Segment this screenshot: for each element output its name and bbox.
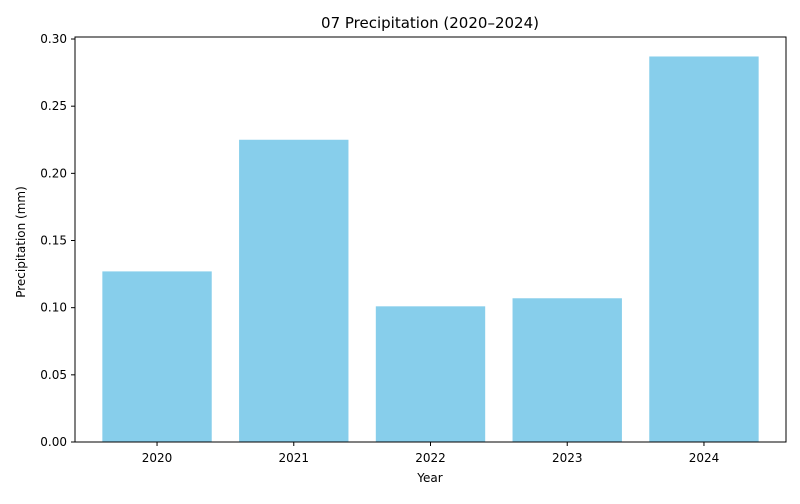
y-tick-label: 0.30 [40, 32, 67, 46]
x-tick-label: 2021 [278, 451, 309, 465]
chart-title: 07 Precipitation (2020–2024) [321, 14, 539, 32]
bar-2020 [102, 271, 212, 442]
y-axis-label: Precipitation (mm) [14, 186, 28, 298]
bar-2021 [239, 139, 349, 442]
y-tick-label: 0.00 [40, 435, 67, 449]
x-axis-label: Year [416, 471, 442, 485]
bar-2024 [649, 56, 759, 442]
y-tick-label: 0.05 [40, 368, 67, 382]
y-tick-label: 0.10 [40, 301, 67, 315]
y-tick-label: 0.25 [40, 99, 67, 113]
bar-2022 [375, 306, 486, 442]
x-tick-label: 2022 [415, 451, 446, 465]
x-tick-label: 2024 [689, 451, 720, 465]
bar-2023 [512, 298, 622, 442]
axes-layer: 2020 2021 2022 2023 2024 0.00 0.05 0.10 0.15 0.20… [40, 32, 787, 465]
y-tick-label: 0.15 [40, 234, 67, 248]
y-tick-label: 0.20 [40, 166, 67, 180]
x-tick-label: 2023 [552, 451, 583, 465]
x-tick-label: 2020 [142, 451, 173, 465]
plot-frame [74, 36, 787, 443]
bars-layer [102, 56, 759, 442]
